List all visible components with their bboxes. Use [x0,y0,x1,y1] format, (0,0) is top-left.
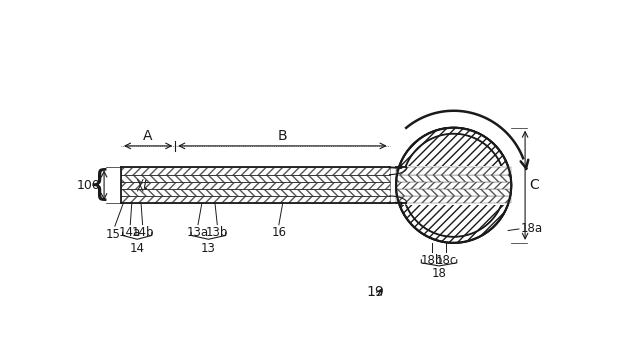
Text: 13a: 13a [187,226,209,239]
Bar [121,189,390,196]
Bar [396,167,511,174]
Text: A: A [143,129,153,143]
Bar [121,167,390,174]
Text: 100: 100 [76,179,100,192]
Circle shape [396,128,511,243]
Text: 14b: 14b [131,226,154,239]
Text: 18a: 18a [520,222,543,235]
Bar [396,174,511,182]
Text: C: C [529,178,539,192]
Text: 14a: 14a [119,226,141,239]
Bar [396,182,511,189]
Bar [121,182,390,189]
Text: 18: 18 [431,267,447,281]
Bar [396,166,511,205]
Circle shape [396,128,511,243]
Polygon shape [396,128,511,185]
Polygon shape [396,185,511,243]
Text: 13b: 13b [206,226,228,239]
Text: 14: 14 [130,242,145,255]
Text: 13: 13 [201,242,216,255]
Text: 15: 15 [106,228,121,241]
Text: 19: 19 [366,286,384,299]
Text: {: { [87,168,110,202]
Bar [121,174,390,182]
Text: 18b: 18b [421,253,444,267]
Bar [396,189,511,196]
Text: 16: 16 [271,226,286,239]
Text: B: B [278,129,287,143]
Text: 18c: 18c [435,253,456,267]
Bar [121,196,390,203]
Bar [396,196,511,203]
Text: t: t [143,179,147,192]
